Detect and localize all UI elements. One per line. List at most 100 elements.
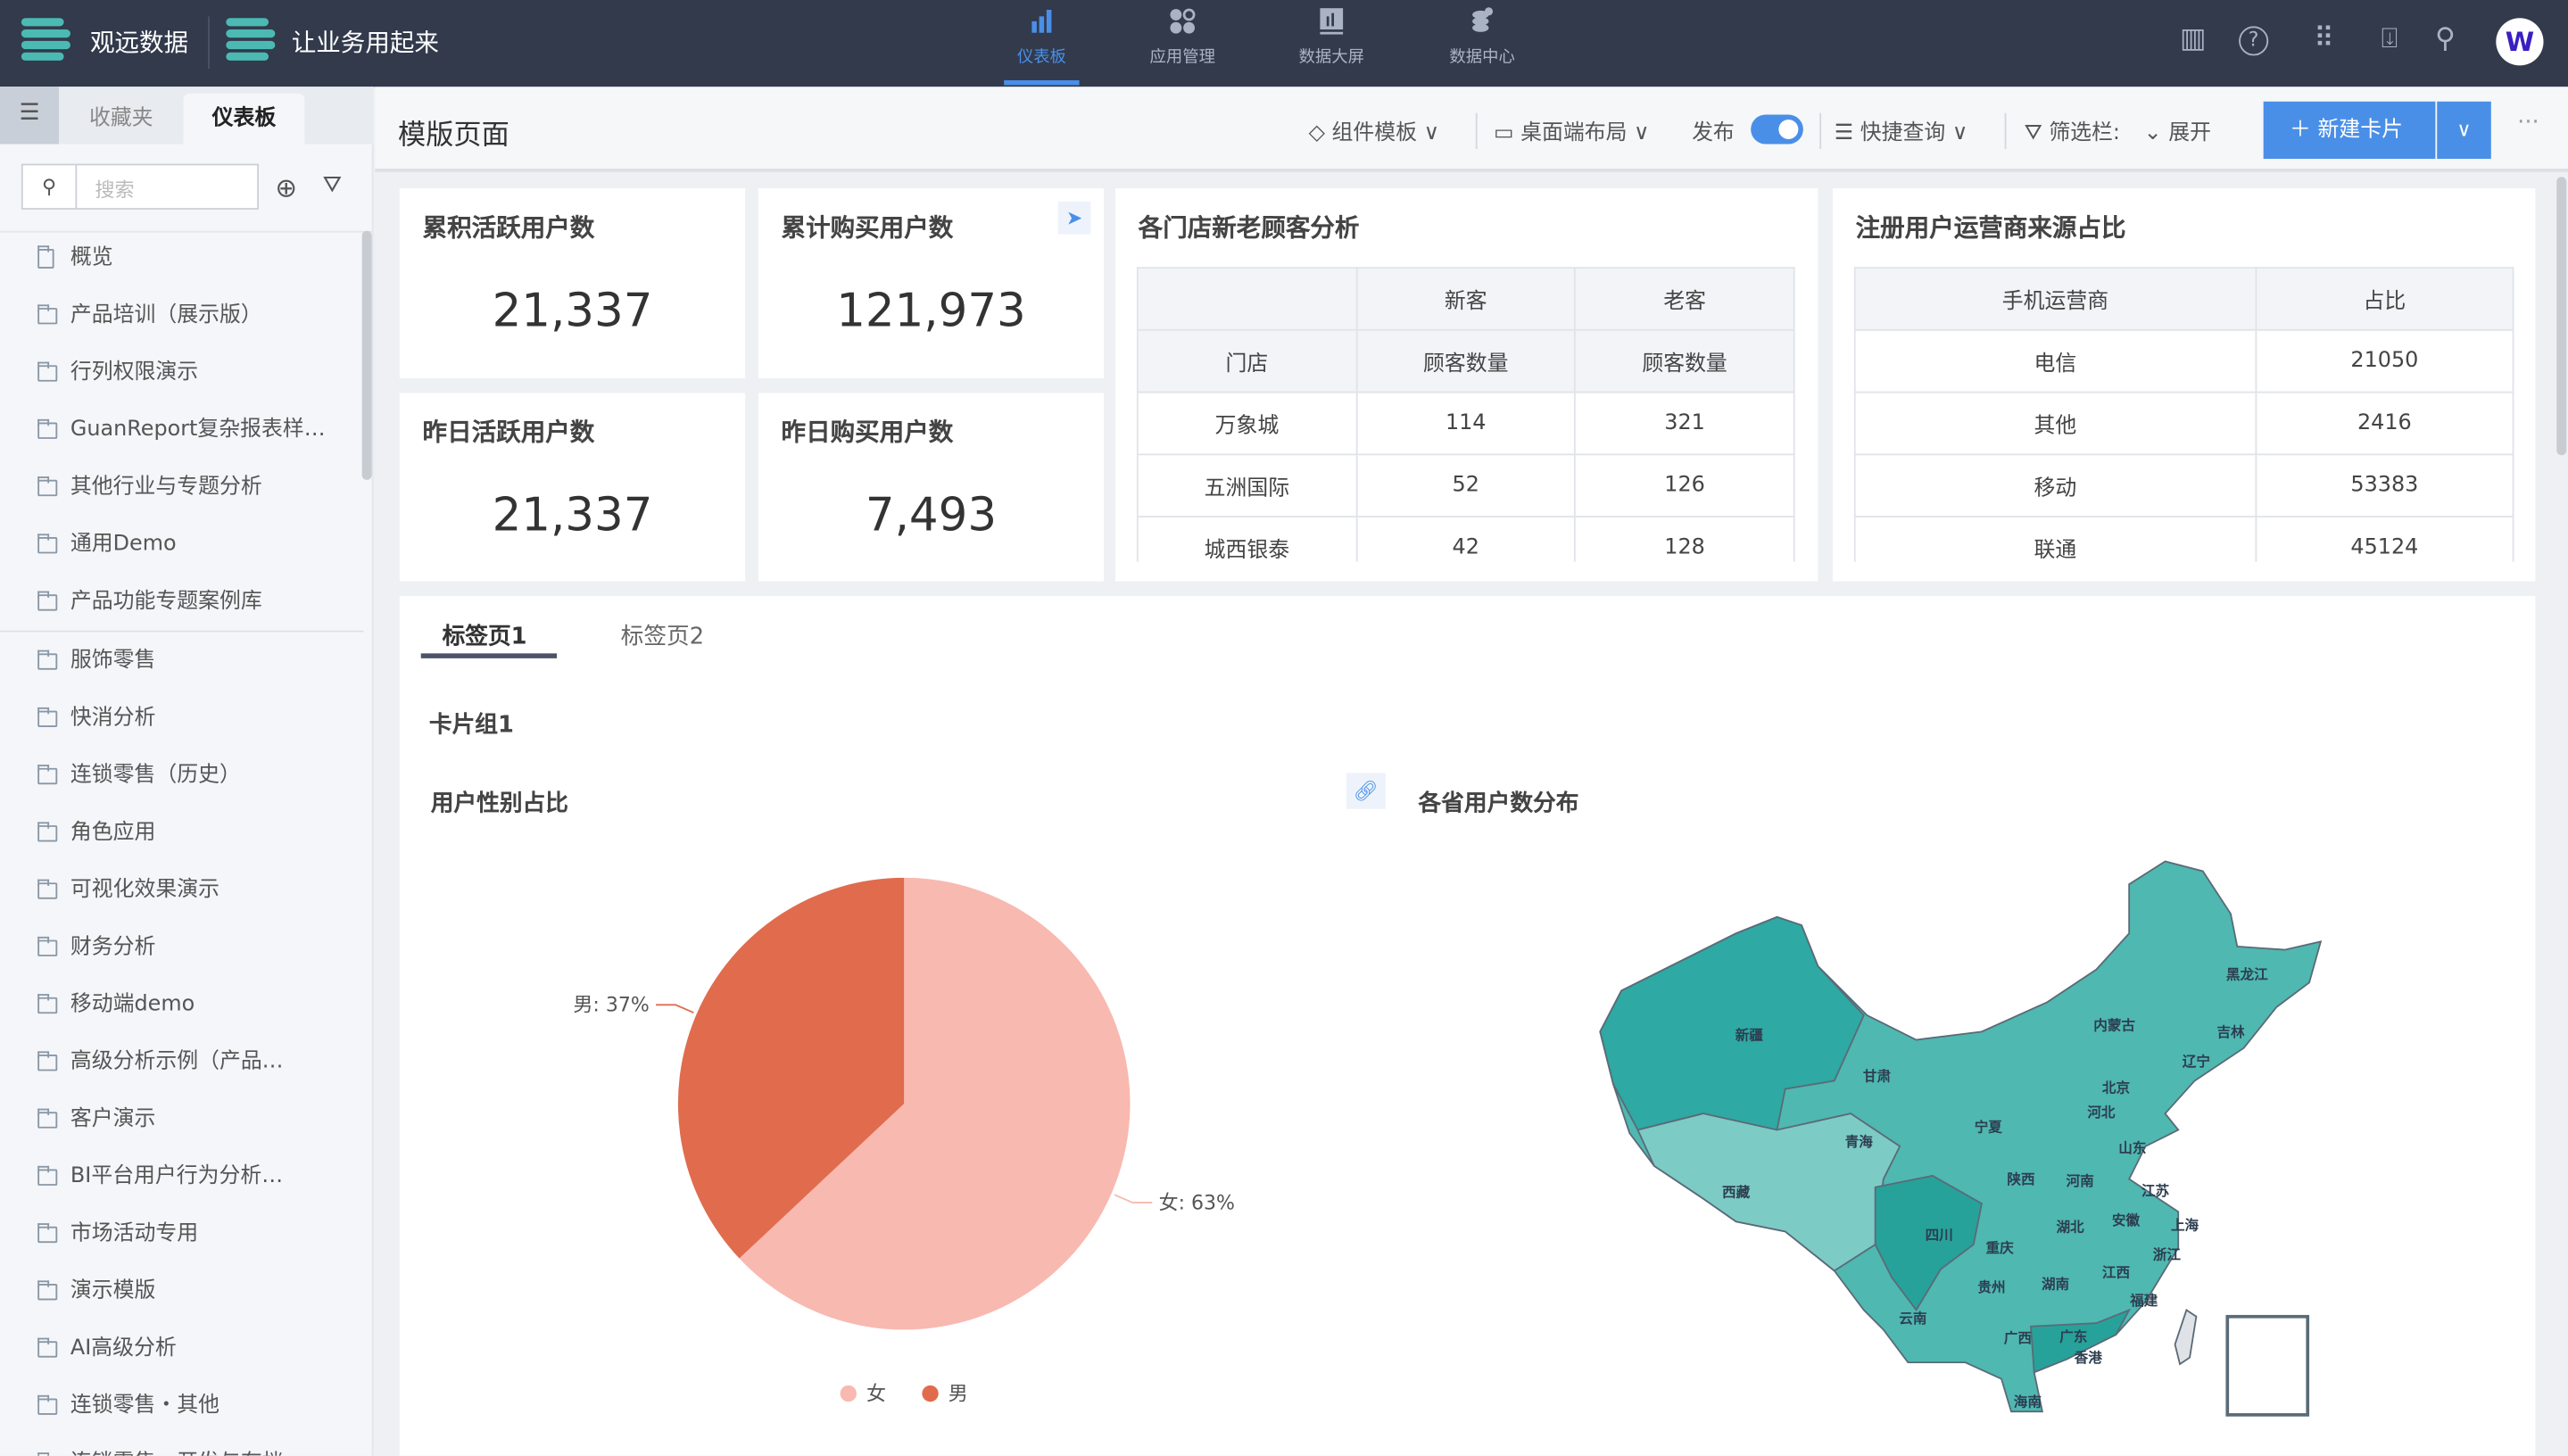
table-row: 手机运营商 占比 (1853, 267, 2514, 331)
kpi-card[interactable]: 昨日活跃用户数 21,337 (399, 393, 746, 582)
map-label: 湖北 (2056, 1219, 2084, 1235)
sidebar-item-label: 产品功能专题案例库 (70, 589, 262, 615)
sidebar-item[interactable]: 角色应用 (0, 804, 363, 861)
pie-data-label: 女: 63% (1159, 1192, 1235, 1214)
nav-data-screen[interactable]: 数据大屏 (1274, 6, 1388, 67)
nav-data-center[interactable]: 数据中心 (1425, 6, 1539, 67)
sidebar-item[interactable]: BI平台用户行为分析… (0, 1148, 363, 1205)
sidebar-item[interactable]: AI高级分析 (0, 1320, 363, 1377)
sidebar-item[interactable]: 市场活动专用 (0, 1205, 363, 1262)
map-region-四川[interactable] (1874, 1174, 1983, 1312)
pie-slice-女[interactable] (739, 877, 1131, 1330)
legend-label[interactable]: 女 (866, 1383, 886, 1405)
avatar[interactable]: W (2496, 18, 2544, 66)
map-region-广东[interactable] (2030, 1308, 2132, 1374)
table-row: 其他 2416 (1853, 391, 2514, 456)
table-cell: 53383 (2255, 453, 2514, 518)
table-cell: 45124 (2255, 516, 2514, 562)
sidebar-scrollbar[interactable] (361, 230, 372, 480)
legend-label[interactable]: 男 (949, 1383, 968, 1405)
new-card-dropdown[interactable]: ∨ (2437, 101, 2491, 160)
kpi-card[interactable]: 昨日购买用户数 7,493 (758, 393, 1105, 582)
sidebar-item[interactable]: 产品功能专题案例库 (0, 573, 363, 630)
add-icon[interactable]: ⊕ (275, 171, 297, 203)
filter-icon[interactable]: ⛛ (322, 171, 343, 199)
grid-icon[interactable]: ⠿ (2314, 22, 2334, 56)
map-label: 青海 (1845, 1133, 1874, 1150)
map-label: 江西 (2102, 1265, 2130, 1281)
sidebar-item[interactable]: 连锁零售・开发与存档 (0, 1435, 363, 1456)
sidebar-item[interactable]: 快消分析 (0, 690, 363, 747)
link-icon[interactable]: 🔗︎ (1346, 773, 1386, 809)
kpi-card[interactable]: 累计购买用户数 121,973 ➤ (758, 188, 1105, 379)
sidebar-item[interactable]: 可视化效果演示 (0, 861, 363, 918)
sidebar-item[interactable]: 概览 (0, 229, 363, 286)
table-row: 电信 21050 (1853, 328, 2514, 393)
collapse-sidebar-icon[interactable]: ☰ (0, 87, 60, 145)
search-icon[interactable]: ⚲ (2434, 22, 2456, 56)
main-scrollbar[interactable] (2556, 177, 2567, 456)
plus-icon: ＋ (2290, 118, 2318, 143)
sidebar-item[interactable]: 产品培训（展示版） (0, 286, 363, 343)
sidebar-item[interactable]: GuanReport复杂报表样… (0, 401, 363, 459)
search-input[interactable]: ⚲ 搜索 (21, 163, 260, 210)
component-template-dropdown[interactable]: ◇ 组件模板 ∨ (1308, 120, 1440, 146)
new-card-button[interactable]: ＋ 新建卡片 (2263, 101, 2436, 160)
sidebar-item[interactable]: 连锁零售・其他 (0, 1377, 363, 1435)
tab-dashboards[interactable]: 仪表板 (183, 93, 305, 145)
table-cell: 城西银泰 (1136, 516, 1357, 562)
map-label: 广东 (2059, 1328, 2088, 1344)
tab-2[interactable]: 标签页2 (620, 624, 705, 650)
layout-dropdown[interactable]: ▭ 桌面端布局 ∨ (1493, 120, 1650, 146)
slogan: 让业务用起来 (291, 28, 439, 58)
tab-favorites[interactable]: 收藏夹 (89, 106, 153, 131)
page-header: 模版页面 ◇ 组件模板 ∨ ▭ 桌面端布局 ∨ 发布 ☰ 快捷查询 ∨ ⛛ 筛选… (375, 87, 2568, 172)
map-label: 重庆 (1986, 1239, 2015, 1256)
sidebar-item[interactable]: 行列权限演示 (0, 343, 363, 401)
bar-chart-icon (1031, 10, 1052, 33)
kpi-card[interactable]: 累积活跃用户数 21,337 (399, 188, 746, 379)
south-china-sea-inset (2225, 1314, 2310, 1417)
table-row: 五洲国际 52 126 (1136, 453, 1795, 518)
sidebar-item[interactable]: 连锁零售（历史） (0, 747, 363, 804)
table-cell: 老客 (1574, 267, 1795, 331)
sidebar-item-label: GuanReport复杂报表样… (70, 418, 326, 443)
map-label: 贵州 (1977, 1278, 2005, 1295)
table-cell: 52 (1355, 453, 1577, 518)
table-cell: 42 (1355, 516, 1577, 562)
folder-icon (37, 1165, 58, 1186)
sidebar-item[interactable]: 高级分析示例（产品… (0, 1033, 363, 1090)
card-title: 各门店新老顾客分析 (1138, 212, 1360, 243)
map-label: 上海 (2171, 1216, 2199, 1233)
sidebar-item-label: 快消分析 (70, 706, 156, 731)
folder-icon (37, 1280, 58, 1301)
brand-name: 观远数据 (89, 28, 189, 58)
pie-chart: 女: 63% 女 男: 37% 男 (573, 877, 1235, 1405)
sidebar-item[interactable]: 客户演示 (0, 1090, 363, 1147)
inbox-icon[interactable]: ⍗ (2381, 22, 2398, 56)
quick-query-dropdown[interactable]: ☰ 快捷查询 ∨ (1834, 120, 1968, 146)
table-cell: 顾客数量 (1355, 328, 1577, 393)
map-label: 香港 (2075, 1349, 2103, 1366)
sidebar-item[interactable]: 移动端demo (0, 976, 363, 1033)
publish-toggle[interactable] (1751, 114, 1803, 145)
sidebar-item[interactable]: 财务分析 (0, 919, 363, 976)
tab-1[interactable]: 标签页1 (442, 624, 527, 650)
map-label: 安徽 (2112, 1212, 2141, 1228)
sidebar-item[interactable]: 演示模版 (0, 1262, 363, 1320)
expand-button[interactable]: ⌄ 展开 (2143, 120, 2212, 146)
map-region-taiwan (2174, 1308, 2198, 1366)
sidebar-item[interactable]: 通用Demo (0, 516, 363, 573)
nav-app-management[interactable]: 应用管理 (1125, 6, 1239, 67)
carrier-table-card: 注册用户运营商来源占比 手机运营商 占比 电信 21050 其他 2416 移动 53383 联… (1832, 188, 2536, 582)
send-icon[interactable]: ➤ (1057, 201, 1091, 235)
more-icon[interactable]: ··· (2517, 109, 2539, 136)
pie-slice-男[interactable] (677, 877, 905, 1259)
help-icon[interactable]: ? (2239, 26, 2269, 56)
map-label: 新疆 (1735, 1027, 1764, 1044)
sidebar-item-label: BI平台用户行为分析… (70, 1164, 284, 1189)
sidebar-item[interactable]: 其他行业与专题分析 (0, 459, 363, 516)
report-icon[interactable]: ▥ (2179, 22, 2207, 56)
sidebar-item[interactable]: 服饰零售 (0, 633, 363, 690)
nav-dashboard[interactable]: 仪表板 (984, 6, 1098, 86)
